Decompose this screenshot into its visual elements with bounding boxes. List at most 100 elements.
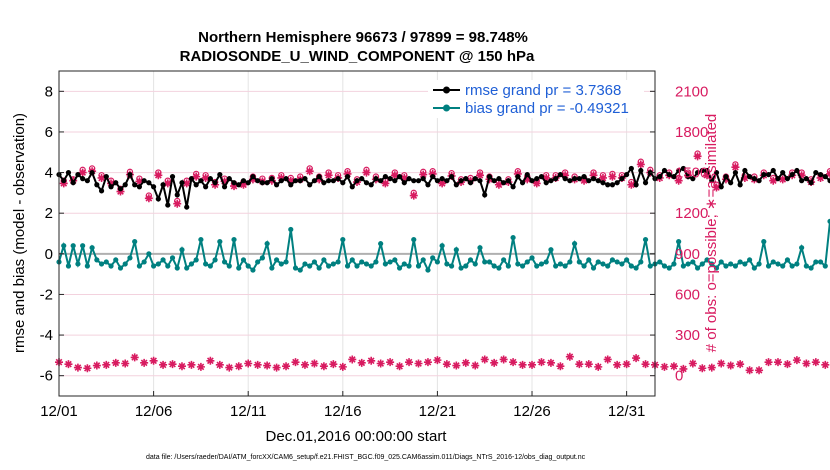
bias-point [188, 261, 195, 267]
bottom-obs-point [310, 359, 319, 368]
bias-point [160, 257, 166, 263]
bias-point [680, 263, 686, 269]
bias-point [571, 241, 578, 247]
rmse-point [378, 178, 384, 184]
legend: rmse grand pr = 3.7368 bias grand pr = -… [428, 80, 644, 118]
obs-assimilated-point [362, 168, 371, 177]
bias-point [146, 251, 152, 257]
bias-point [132, 239, 138, 245]
bottom-obs-point [253, 360, 262, 369]
rmse-point [817, 171, 824, 178]
bottom-obs-point [263, 361, 272, 370]
rmse-point [330, 178, 336, 184]
rmse-point [761, 171, 767, 178]
obs-assimilated-point [778, 175, 787, 184]
rmse-point [742, 167, 748, 174]
bottom-obs-point [726, 361, 735, 370]
bottom-obs-point [187, 360, 196, 369]
rmse-point [326, 178, 332, 184]
bias-point [737, 259, 743, 265]
rmse-point [359, 176, 365, 182]
bias-point [609, 257, 616, 263]
bias-point [581, 263, 587, 269]
bias-point [751, 265, 757, 271]
bias-point [619, 261, 625, 267]
obs-assimilated-point [608, 172, 617, 181]
bias-point [184, 265, 190, 271]
y2-tick-label: 2100 [675, 83, 708, 100]
rmse-point [179, 180, 185, 186]
bias-point [401, 261, 407, 267]
x-tick-label: 12/06 [135, 403, 173, 420]
bias-point [765, 263, 772, 269]
obs-assimilated-point [561, 171, 570, 180]
rmse-point [548, 178, 554, 184]
bias-point [747, 257, 753, 263]
obs-assimilated-point [428, 169, 437, 178]
rmse-point [406, 176, 412, 182]
rmse-point [212, 180, 218, 186]
bottom-obs-point [414, 359, 423, 368]
bias-point [98, 261, 105, 267]
bottom-obs-point [461, 358, 470, 367]
bottom-obs-point [215, 360, 224, 369]
bias-point [784, 257, 791, 263]
bias-point [151, 263, 157, 269]
obs-assimilated-point [703, 171, 712, 180]
bias-point [420, 257, 426, 263]
obs-assimilated-point [523, 175, 532, 184]
rmse-point [240, 178, 247, 184]
bottom-obs-point [102, 360, 111, 369]
bottom-obs-point [792, 356, 801, 365]
chart-subtitle: RADIOSONDE_U_WIND_COMPONENT @ 150 hPa [180, 48, 535, 65]
bottom-obs-point [717, 359, 726, 368]
bias-point [373, 259, 379, 265]
rmse-point [638, 167, 644, 174]
rmse-point [709, 178, 715, 184]
bias-point [217, 239, 223, 245]
bias-point [136, 263, 143, 269]
bias-point [297, 267, 303, 273]
rmse-point [784, 176, 791, 182]
rmse-point [401, 180, 407, 186]
bottom-obs-point [584, 360, 593, 369]
rmse-point [387, 176, 393, 182]
rmse-point [808, 180, 814, 186]
rmse-point [344, 174, 351, 180]
bias-point [444, 261, 450, 267]
bottom-obs-point [73, 363, 82, 372]
rmse-point [117, 186, 124, 192]
obs-assimilated-point [693, 152, 702, 161]
rmse-point [61, 178, 67, 184]
y-tick-label: -2 [40, 286, 53, 303]
y-tick-label: 8 [45, 83, 53, 100]
rmse-point [174, 192, 180, 198]
rmse-point [491, 178, 497, 184]
bias-point [292, 265, 299, 271]
bias-point [808, 265, 814, 271]
bottom-axis-ticks: 12/01 12/06 12/11 12/16 12/21 12/26 12/31 [40, 391, 645, 420]
bias-point [80, 243, 86, 249]
y2-tick-label: 900 [675, 246, 700, 263]
bias-point [496, 265, 502, 271]
bias-point [250, 267, 256, 273]
rmse-point [65, 169, 72, 176]
bias-point [278, 261, 284, 267]
rmse-point [505, 178, 511, 184]
bottom-obs-point [196, 362, 205, 371]
rmse-point [463, 176, 469, 182]
bottom-obs-point [698, 364, 707, 373]
obs-assimilated-point [674, 176, 683, 185]
bias-point [642, 236, 649, 243]
obs-assimilated-point [182, 179, 191, 188]
bias-point [349, 257, 355, 263]
bias-point [813, 259, 819, 265]
bias-point [529, 255, 535, 261]
rmse-point [538, 174, 545, 180]
bias-point [61, 243, 67, 249]
x-tick-label: 12/01 [40, 403, 78, 420]
bottom-obs-point [509, 358, 518, 367]
rmse-point [661, 167, 668, 174]
obs-assimilated-point [419, 170, 428, 179]
bias-point [198, 236, 204, 243]
